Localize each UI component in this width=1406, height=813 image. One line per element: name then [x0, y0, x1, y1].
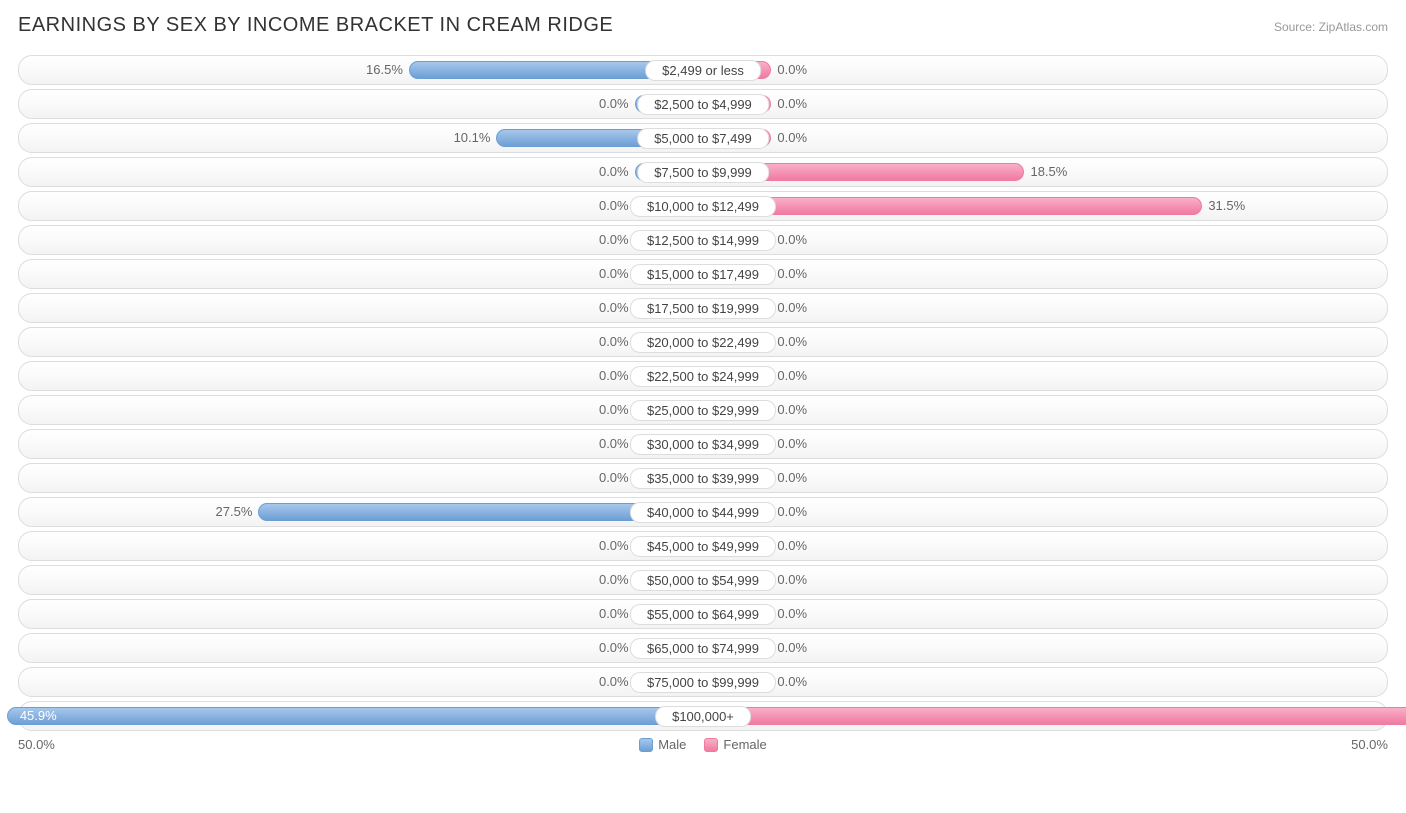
female-pct-label: 0.0% — [777, 334, 807, 349]
female-pct-label: 0.0% — [777, 470, 807, 485]
bracket-label: $15,000 to $17,499 — [630, 264, 776, 285]
male-pct-label: 45.9% — [20, 708, 57, 723]
male-pct-label: 0.0% — [599, 96, 629, 111]
bracket-label: $2,499 or less — [645, 60, 761, 81]
female-pct-label: 0.0% — [777, 266, 807, 281]
female-bar — [703, 707, 1406, 725]
bracket-label: $5,000 to $7,499 — [637, 128, 769, 149]
female-pct-label: 0.0% — [777, 368, 807, 383]
female-pct-label: 0.0% — [777, 504, 807, 519]
legend: Male Female — [639, 737, 767, 752]
male-pct-label: 0.0% — [599, 436, 629, 451]
bracket-label: $40,000 to $44,999 — [630, 502, 776, 523]
bracket-label: $22,500 to $24,999 — [630, 366, 776, 387]
male-pct-label: 0.0% — [599, 232, 629, 247]
male-pct-label: 10.1% — [454, 130, 491, 145]
legend-female-label: Female — [723, 737, 766, 752]
legend-male-label: Male — [658, 737, 686, 752]
bracket-label: $17,500 to $19,999 — [630, 298, 776, 319]
male-pct-label: 0.0% — [599, 572, 629, 587]
bracket-label: $25,000 to $29,999 — [630, 400, 776, 421]
chart-row: 0.0% 18.5% $7,500 to $9,999 — [18, 157, 1388, 187]
bracket-label: $35,000 to $39,999 — [630, 468, 776, 489]
female-pct-label: 0.0% — [777, 640, 807, 655]
female-pct-label: 0.0% — [777, 300, 807, 315]
male-pct-label: 0.0% — [599, 674, 629, 689]
female-pct-label: 18.5% — [1030, 164, 1067, 179]
bracket-label: $20,000 to $22,499 — [630, 332, 776, 353]
chart-row: 0.0% 0.0%$20,000 to $22,499 — [18, 327, 1388, 357]
chart-row: 0.0% 0.0%$75,000 to $99,999 — [18, 667, 1388, 697]
bracket-label: $50,000 to $54,999 — [630, 570, 776, 591]
male-pct-label: 0.0% — [599, 334, 629, 349]
female-pct-label: 0.0% — [777, 96, 807, 111]
male-pct-label: 0.0% — [599, 164, 629, 179]
male-bar — [7, 707, 703, 725]
male-pct-label: 0.0% — [599, 470, 629, 485]
female-pct-label: 0.0% — [777, 232, 807, 247]
chart-row: 0.0% 0.0%$50,000 to $54,999 — [18, 565, 1388, 595]
male-pct-label: 0.0% — [599, 300, 629, 315]
chart-row: 10.1% 0.0% $5,000 to $7,499 — [18, 123, 1388, 153]
male-pct-label: 0.0% — [599, 402, 629, 417]
female-pct-label: 0.0% — [777, 572, 807, 587]
chart-row: 0.0% 0.0%$25,000 to $29,999 — [18, 395, 1388, 425]
chart-row: 0.0% 0.0% $2,500 to $4,999 — [18, 89, 1388, 119]
diverging-bar-chart: 16.5% 0.0% $2,499 or less 0.0% 0.0% $2,500 to… — [18, 55, 1388, 731]
bracket-label: $12,500 to $14,999 — [630, 230, 776, 251]
male-pct-label: 0.0% — [599, 198, 629, 213]
bracket-label: $10,000 to $12,499 — [630, 196, 776, 217]
female-pct-label: 0.0% — [777, 538, 807, 553]
female-bar — [703, 197, 1202, 215]
chart-row: 27.5% 0.0%$40,000 to $44,999 — [18, 497, 1388, 527]
bracket-label: $100,000+ — [655, 706, 751, 727]
legend-item-male: Male — [639, 737, 686, 752]
chart-row: 0.0% 0.0%$30,000 to $34,999 — [18, 429, 1388, 459]
chart-row: 0.0% 31.5% $10,000 to $12,499 — [18, 191, 1388, 221]
male-pct-label: 27.5% — [216, 504, 253, 519]
female-pct-label: 0.0% — [777, 62, 807, 77]
axis-right-label: 50.0% — [1351, 737, 1388, 752]
female-pct-label: 0.0% — [777, 674, 807, 689]
female-pct-label: 0.0% — [777, 130, 807, 145]
male-pct-label: 0.0% — [599, 606, 629, 621]
chart-header: EARNINGS BY SEX BY INCOME BRACKET IN CRE… — [18, 14, 1388, 37]
chart-row: 45.9%50.0%$100,000+ — [18, 701, 1388, 731]
female-pct-label: 31.5% — [1208, 198, 1245, 213]
chart-row: 0.0% 0.0%$15,000 to $17,499 — [18, 259, 1388, 289]
male-swatch-icon — [639, 738, 653, 752]
bracket-label: $2,500 to $4,999 — [637, 94, 769, 115]
female-pct-label: 0.0% — [777, 436, 807, 451]
female-swatch-icon — [704, 738, 718, 752]
chart-source: Source: ZipAtlas.com — [1274, 20, 1388, 34]
male-pct-label: 0.0% — [599, 368, 629, 383]
female-pct-label: 0.0% — [777, 606, 807, 621]
chart-title: EARNINGS BY SEX BY INCOME BRACKET IN CRE… — [18, 14, 613, 37]
male-pct-label: 0.0% — [599, 538, 629, 553]
male-pct-label: 0.0% — [599, 266, 629, 281]
chart-footer: 50.0% Male Female 50.0% — [18, 737, 1388, 752]
bracket-label: $30,000 to $34,999 — [630, 434, 776, 455]
chart-row: 0.0% 0.0%$12,500 to $14,999 — [18, 225, 1388, 255]
axis-left-label: 50.0% — [18, 737, 55, 752]
chart-row: 0.0% 0.0%$45,000 to $49,999 — [18, 531, 1388, 561]
legend-item-female: Female — [704, 737, 766, 752]
bracket-label: $7,500 to $9,999 — [637, 162, 769, 183]
chart-row: 0.0% 0.0%$35,000 to $39,999 — [18, 463, 1388, 493]
chart-row: 0.0% 0.0%$22,500 to $24,999 — [18, 361, 1388, 391]
bracket-label: $75,000 to $99,999 — [630, 672, 776, 693]
chart-row: 0.0% 0.0%$65,000 to $74,999 — [18, 633, 1388, 663]
female-pct-label: 0.0% — [777, 402, 807, 417]
chart-row: 0.0% 0.0%$55,000 to $64,999 — [18, 599, 1388, 629]
male-pct-label: 0.0% — [599, 640, 629, 655]
chart-row: 16.5% 0.0% $2,499 or less — [18, 55, 1388, 85]
bracket-label: $55,000 to $64,999 — [630, 604, 776, 625]
male-pct-label: 16.5% — [366, 62, 403, 77]
bracket-label: $45,000 to $49,999 — [630, 536, 776, 557]
bracket-label: $65,000 to $74,999 — [630, 638, 776, 659]
chart-row: 0.0% 0.0%$17,500 to $19,999 — [18, 293, 1388, 323]
